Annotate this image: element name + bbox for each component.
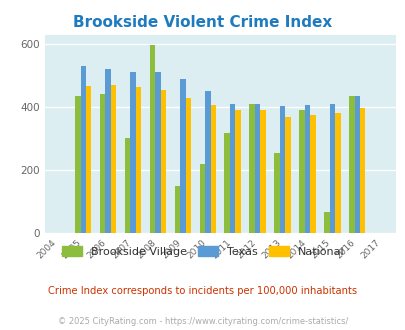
Bar	[136, 86, 141, 233]
Text: © 2025 CityRating.com - https://www.cityrating.com/crime-statistics/: © 2025 CityRating.com - https://www.city…	[58, 317, 347, 326]
Bar	[309, 115, 315, 233]
Bar	[149, 45, 155, 233]
Bar	[155, 72, 160, 233]
Bar	[185, 98, 191, 233]
Bar	[130, 72, 136, 233]
Bar	[329, 104, 334, 233]
Bar	[348, 96, 354, 233]
Bar	[298, 110, 304, 233]
Bar	[210, 105, 215, 233]
Bar	[111, 85, 116, 233]
Bar	[105, 69, 111, 233]
Bar	[75, 96, 80, 233]
Bar	[279, 106, 285, 233]
Bar	[354, 96, 359, 233]
Bar	[260, 110, 265, 233]
Text: Brookside Violent Crime Index: Brookside Violent Crime Index	[73, 15, 332, 30]
Bar	[274, 152, 279, 233]
Bar	[229, 104, 235, 233]
Bar	[249, 104, 254, 233]
Bar	[323, 212, 329, 233]
Bar	[125, 138, 130, 233]
Bar	[160, 90, 166, 233]
Bar	[334, 113, 340, 233]
Bar	[224, 133, 229, 233]
Bar	[205, 91, 210, 233]
Bar	[180, 79, 185, 233]
Bar	[100, 94, 105, 233]
Bar	[199, 163, 205, 233]
Bar	[80, 66, 86, 233]
Bar	[359, 108, 364, 233]
Bar	[86, 85, 91, 233]
Legend: Brookside Village, Texas, National: Brookside Village, Texas, National	[58, 242, 347, 260]
Bar	[235, 110, 240, 233]
Text: Crime Index corresponds to incidents per 100,000 inhabitants: Crime Index corresponds to incidents per…	[48, 286, 357, 296]
Bar	[285, 117, 290, 233]
Bar	[174, 185, 180, 233]
Bar	[254, 104, 260, 233]
Bar	[304, 105, 309, 233]
